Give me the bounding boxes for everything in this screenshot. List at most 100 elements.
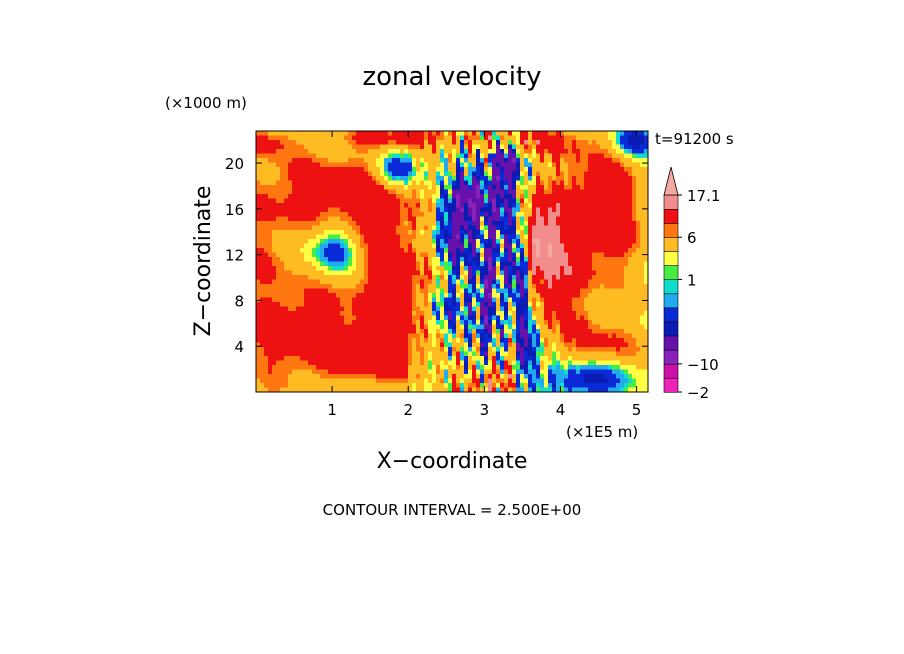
field-cell (448, 257, 453, 262)
field-cell (288, 275, 293, 280)
field-cell (432, 153, 437, 159)
field-cell (512, 212, 517, 217)
field-cell (392, 243, 397, 249)
field-cell (276, 207, 281, 213)
field-cell (400, 158, 405, 163)
field-cell (376, 131, 381, 136)
field-cell (460, 221, 465, 226)
field-cell (616, 257, 621, 262)
field-cell (256, 212, 261, 217)
field-cell (528, 239, 533, 244)
field-cell (592, 329, 597, 334)
field-cell (580, 140, 585, 145)
field-cell (604, 257, 609, 262)
field-cell (492, 158, 497, 163)
field-cell (420, 297, 425, 303)
field-cell (608, 293, 613, 298)
field-cell (440, 207, 445, 213)
field-cell (320, 144, 325, 150)
field-cell (388, 302, 393, 307)
field-cell (612, 153, 617, 159)
field-cell (448, 288, 453, 294)
field-cell (544, 270, 549, 276)
field-cell (352, 306, 357, 312)
field-cell (456, 144, 461, 150)
field-cell (592, 185, 597, 190)
field-cell (624, 225, 629, 231)
field-cell (272, 248, 277, 253)
field-cell (344, 302, 349, 307)
field-cell (360, 144, 365, 150)
field-cell (460, 189, 465, 195)
field-cell (644, 248, 649, 253)
field-cell (552, 252, 557, 258)
field-cell (524, 351, 529, 357)
field-cell (424, 347, 429, 352)
field-cell (368, 135, 373, 141)
field-cell (316, 230, 321, 235)
field-cell (560, 153, 565, 159)
field-cell (332, 194, 337, 199)
field-cell (384, 293, 389, 298)
field-cell (300, 320, 305, 325)
field-cell (448, 297, 453, 303)
field-cell (592, 347, 597, 352)
field-cell (320, 275, 325, 280)
field-cell (344, 212, 349, 217)
field-cell (560, 149, 565, 154)
field-cell (464, 279, 469, 285)
field-cell (264, 207, 269, 213)
field-cell (444, 347, 449, 352)
field-cell (604, 252, 609, 258)
field-cell (548, 207, 553, 213)
field-cell (296, 221, 301, 226)
field-cell (368, 131, 373, 136)
field-cell (324, 158, 329, 163)
field-cell (300, 324, 305, 330)
field-cell (320, 207, 325, 213)
field-cell (512, 207, 517, 213)
field-cell (612, 324, 617, 330)
field-cell (316, 167, 321, 172)
field-cell (552, 167, 557, 172)
field-cell (644, 315, 649, 321)
field-cell (576, 243, 581, 249)
field-cell (528, 320, 533, 325)
field-cell (456, 284, 461, 289)
field-cell (592, 261, 597, 267)
field-cell (264, 333, 269, 339)
field-cell (520, 315, 525, 321)
field-cell (320, 329, 325, 334)
field-cell (420, 270, 425, 276)
field-cell (388, 347, 393, 352)
field-cell (456, 225, 461, 231)
field-cell (452, 167, 457, 172)
field-cell (580, 149, 585, 154)
field-cell (536, 225, 541, 231)
field-cell (416, 171, 421, 177)
field-cell (624, 243, 629, 249)
field-cell (328, 302, 333, 307)
field-cell (264, 194, 269, 199)
field-cell (292, 302, 297, 307)
field-cell (596, 234, 601, 240)
field-cell (344, 167, 349, 172)
field-cell (436, 149, 441, 154)
field-cell (536, 207, 541, 213)
field-cell (428, 135, 433, 141)
field-cell (596, 302, 601, 307)
field-cell (604, 135, 609, 141)
field-cell (520, 216, 525, 222)
field-cell (624, 207, 629, 213)
field-cell (312, 234, 317, 240)
field-cell (640, 293, 645, 298)
field-cell (556, 135, 561, 141)
field-cell (400, 207, 405, 213)
field-cell (372, 225, 377, 231)
field-cell (620, 158, 625, 163)
field-cell (524, 162, 529, 168)
field-cell (260, 333, 265, 339)
field-cell (332, 239, 337, 244)
field-cell (304, 144, 309, 150)
field-cell (592, 230, 597, 235)
